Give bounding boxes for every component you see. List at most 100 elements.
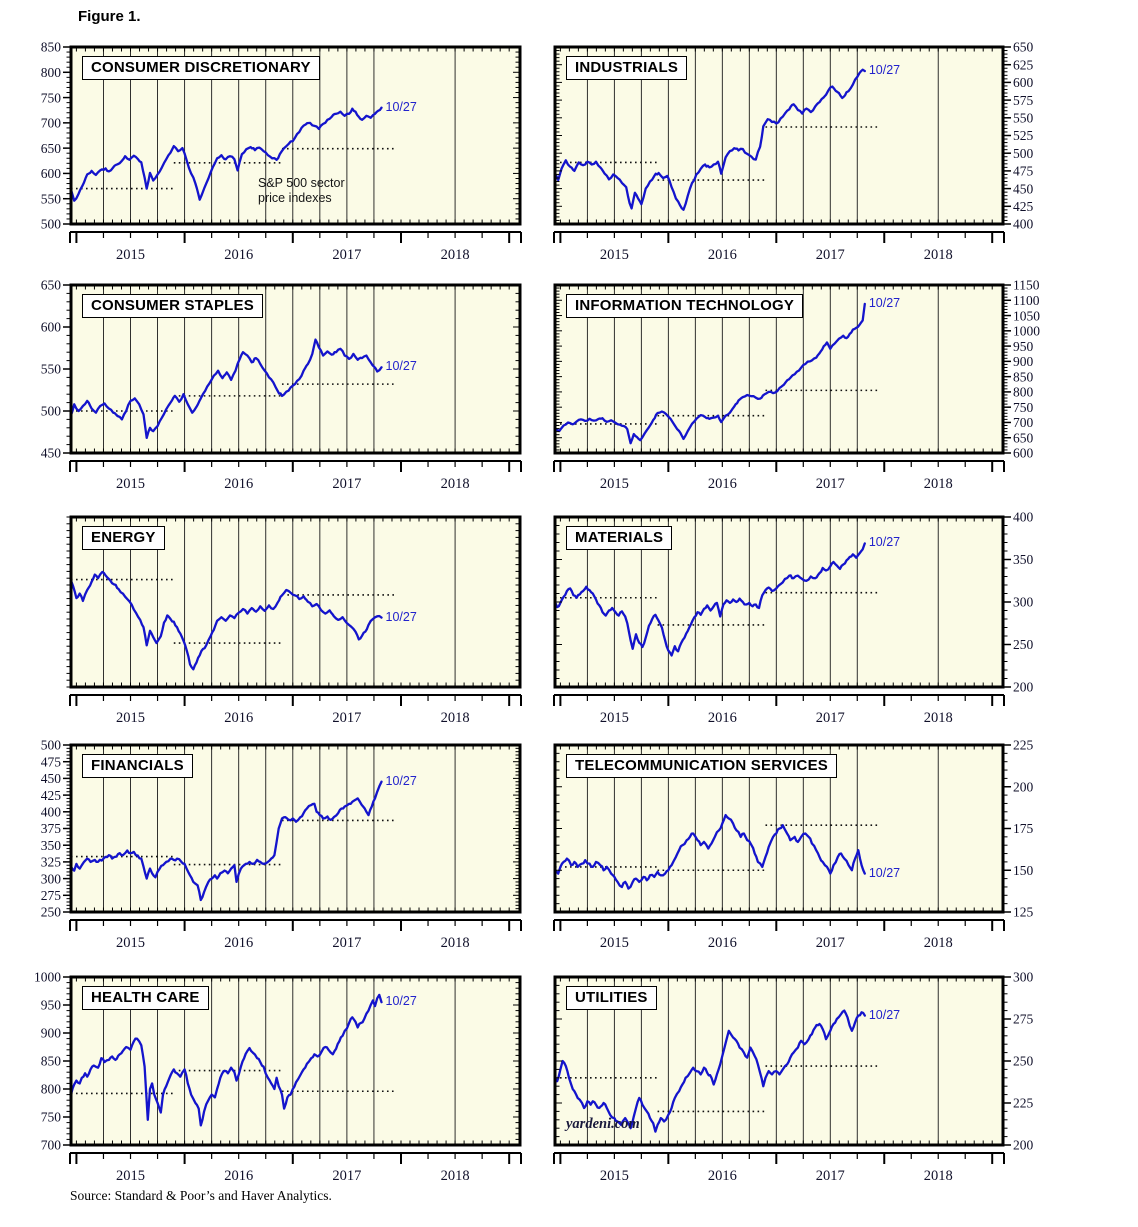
y-axis-label: 500 <box>41 217 62 232</box>
y-axis-label: 450 <box>41 446 62 461</box>
y-axis-label: 1100 <box>1013 293 1040 308</box>
x-axis-year-label: 2018 <box>441 247 470 263</box>
y-axis-label: 800 <box>1013 385 1034 400</box>
price-line <box>553 813 866 890</box>
y-axis-label: 350 <box>1013 552 1034 567</box>
chart-title-utilities: UTILITIES <box>566 986 657 1010</box>
x-axis-year-label: 2016 <box>708 476 737 492</box>
x-axis-year-label: 2016 <box>224 247 253 263</box>
chart-title-consumer-staples: CONSUMER STAPLES <box>82 294 263 318</box>
x-axis-year-label: 2018 <box>924 935 953 951</box>
last-date-annotation: 10/27 <box>868 1007 901 1022</box>
y-axis-label: 625 <box>1013 57 1034 72</box>
y-axis-label: 950 <box>1013 339 1034 354</box>
y-axis-label: 950 <box>41 998 62 1013</box>
y-axis-label: 800 <box>41 65 62 80</box>
chart-title-information-technology: INFORMATION TECHNOLOGY <box>566 294 804 318</box>
x-axis-year-label: 2017 <box>332 247 361 263</box>
figure-label: Figure 1. <box>78 8 141 25</box>
x-axis-year-label: 2018 <box>441 710 470 726</box>
last-date-annotation: 10/27 <box>385 609 417 624</box>
x-axis-year-label: 2016 <box>224 935 253 951</box>
x-axis-year-label: 2017 <box>816 710 845 726</box>
y-axis-label: 550 <box>1013 111 1034 126</box>
y-axis-label: 125 <box>1013 905 1034 920</box>
x-axis-year-label: 2018 <box>924 710 953 726</box>
y-axis-label: 900 <box>41 1026 62 1041</box>
x-axis-year-label: 2015 <box>600 476 629 492</box>
x-axis-year-label: 2015 <box>600 710 629 726</box>
x-axis-year-label: 2015 <box>116 247 145 263</box>
sector-note-line1: S&P 500 sector <box>258 176 345 190</box>
y-axis-label: 900 <box>1013 354 1034 369</box>
y-axis-label: 850 <box>41 1054 62 1069</box>
y-axis-label: 1000 <box>34 970 61 985</box>
x-axis-year-label: 2015 <box>600 935 629 951</box>
last-date-annotation: 10/27 <box>868 535 901 550</box>
y-axis-label: 1150 <box>1013 278 1040 293</box>
y-axis-label: 650 <box>41 278 62 293</box>
y-axis-label: 400 <box>1013 217 1034 232</box>
y-axis-label: 750 <box>1013 400 1034 415</box>
y-axis-label: 425 <box>1013 199 1034 214</box>
y-axis-label: 300 <box>1013 970 1034 985</box>
sector-note: S&P 500 sector price indexes <box>258 176 345 206</box>
y-axis-label: 425 <box>41 788 62 803</box>
last-date-annotation: 10/27 <box>385 773 417 788</box>
price-line <box>553 68 866 211</box>
y-axis-label: 700 <box>41 1138 62 1153</box>
y-axis-label: 850 <box>1013 369 1034 384</box>
x-axis-year-label: 2015 <box>116 476 145 492</box>
watermark: yardeni.com <box>566 1116 640 1132</box>
y-axis-label: 550 <box>41 362 62 377</box>
y-axis-label: 750 <box>41 1110 62 1125</box>
x-axis-year-label: 2018 <box>441 1168 470 1184</box>
y-axis-label: 600 <box>1013 75 1034 90</box>
y-axis-label: 700 <box>41 116 62 131</box>
y-axis-label: 300 <box>1013 595 1034 610</box>
x-axis-year-label: 2017 <box>816 935 845 951</box>
y-axis-label: 600 <box>41 320 62 335</box>
price-line <box>69 993 383 1127</box>
chart-title-materials: MATERIALS <box>566 526 673 550</box>
y-axis-label: 575 <box>1013 93 1034 108</box>
x-axis-year-label: 2018 <box>924 476 953 492</box>
x-axis-year-label: 2016 <box>224 1168 253 1184</box>
chart-title-health-care: HEALTH CARE <box>82 986 209 1010</box>
chart-title-financials: FINANCIALS <box>82 754 193 778</box>
y-axis-label: 525 <box>1013 128 1034 143</box>
y-axis-label: 300 <box>41 871 62 886</box>
last-date-annotation: 10/27 <box>385 99 417 114</box>
price-line <box>553 1009 866 1133</box>
y-axis-label: 200 <box>1013 1138 1034 1153</box>
y-axis-label: 475 <box>41 754 62 769</box>
x-axis-year-label: 2016 <box>708 247 737 263</box>
y-axis-label: 175 <box>1013 821 1034 836</box>
last-date-annotation: 10/27 <box>385 994 417 1009</box>
x-axis-year-label: 2015 <box>116 710 145 726</box>
y-axis-label: 500 <box>41 404 62 419</box>
y-axis-label: 750 <box>41 90 62 105</box>
chart-utilities: 200 225 250 275 300 2015 2016 2017 2018 <box>553 970 1034 1184</box>
y-axis-label: 250 <box>1013 1054 1034 1069</box>
price-line <box>69 338 383 440</box>
y-axis-label: 450 <box>1013 181 1034 196</box>
x-axis-year-label: 2015 <box>116 935 145 951</box>
y-axis-label: 550 <box>41 191 62 206</box>
plot-frame <box>69 45 522 226</box>
y-axis-label: 200 <box>1013 779 1034 794</box>
x-axis-year-label: 2017 <box>816 1168 845 1184</box>
y-axis-label: 250 <box>1013 637 1034 652</box>
x-axis-year-label: 2017 <box>816 476 845 492</box>
x-axis-year-label: 2016 <box>708 1168 737 1184</box>
last-date-annotation: 10/27 <box>868 63 901 78</box>
y-axis-label: 1000 <box>1013 324 1040 339</box>
price-line <box>69 106 383 202</box>
last-date-annotation: 10/27 <box>868 865 901 880</box>
x-axis-year-label: 2015 <box>116 1168 145 1184</box>
last-date-annotation: 10/27 <box>868 295 901 310</box>
x-axis-year-label: 2017 <box>816 247 845 263</box>
